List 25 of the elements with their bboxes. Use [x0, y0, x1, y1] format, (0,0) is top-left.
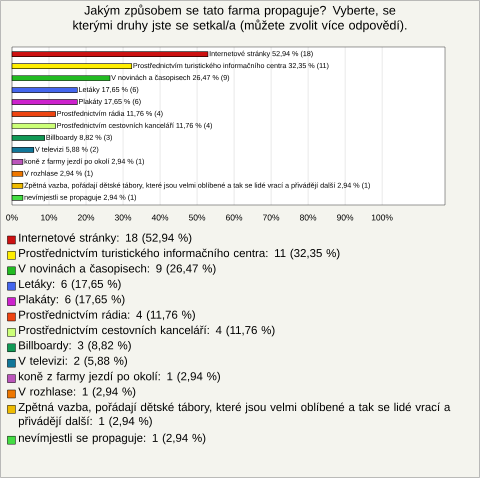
x-tick-label: 30%	[114, 214, 132, 221]
x-tick-label: 90%	[337, 214, 354, 221]
x-tick-label: 80%	[300, 214, 316, 221]
x-tick-label: 10%	[41, 214, 58, 221]
text: Prostřednictvím turistického informačního centra: 11 (32,35 %)	[19, 248, 340, 260]
text: V novinách a časopisech: 9 (26,47 %)	[18, 264, 216, 275]
x-tick-label: 100%	[372, 214, 393, 221]
text: nevímjestli se propaguje: 1 (2,94 %)	[18, 433, 206, 444]
text: Zpětná vazba, pořádají dětské tábory, které jsou velmi oblíbené a tak se lidé vrací a přivádějí další: 1 (2,94 %)	[18, 402, 450, 428]
chart-title: Jakým způsobem se tato farma propaguje? Vyberte, se kterými druhy jste se setkal/a (můžete zvolit více odpovědí).	[73, 4, 406, 32]
text: Internetové stránky: 18 (52,94 %)	[19, 233, 192, 244]
text: Billboardy: 3 (8,82 %)	[19, 340, 131, 352]
x-tick-label: 40%	[152, 214, 168, 221]
text: koně z farmy jezdí po okolí: 1 (2,94 %)	[18, 372, 220, 383]
text: V televizi: 2 (5,88 %)	[18, 356, 127, 368]
x-tick-label: 20%	[78, 214, 94, 221]
text: V rozhlase: 1 (2,94 %)	[18, 387, 136, 398]
x-tick-label: 60%	[226, 214, 242, 221]
x-tick-label: 50%	[188, 214, 206, 221]
x-tick-label: 70%	[263, 214, 280, 221]
text: Letáky: 6 (17,65 %)	[19, 279, 121, 290]
text: Prostřednictvím rádia: 4 (11,76 %)	[19, 310, 195, 322]
x-tick-label: 0%	[6, 214, 18, 221]
text: Plakáty: 6 (17,65 %)	[19, 294, 124, 306]
text: Prostřednictvím cestovních kanceláří: 4 (11,76 %)	[19, 326, 274, 336]
